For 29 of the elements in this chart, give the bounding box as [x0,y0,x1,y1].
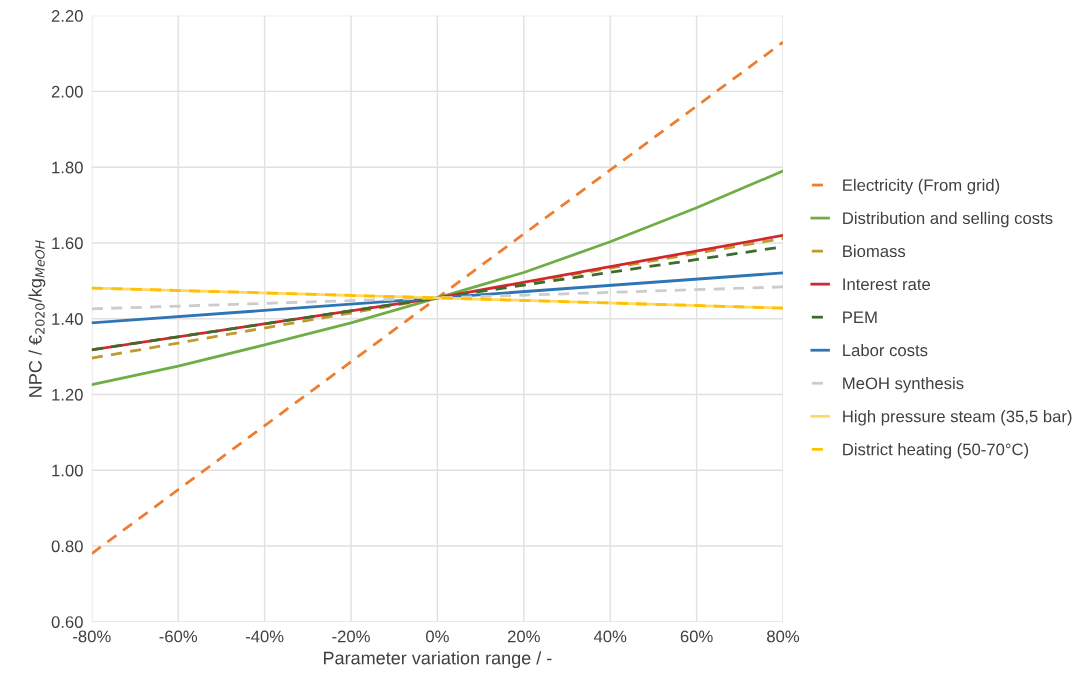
x-tick-label: 0% [426,630,449,643]
legend-label: Labor costs [843,343,928,357]
x-tick-label: -60% [159,630,198,643]
legend-label: District heating (50-70°C) [843,443,1029,459]
y-tick-label: 1.80 [52,161,83,174]
x-tick-label: 80% [767,630,800,643]
legend-label: Interest rate [843,278,931,291]
x-tick-label: 40% [593,630,627,643]
x-tick-label: -40% [245,630,284,643]
y-tick-label: 1.20 [52,388,83,401]
y-axis-title: NPC / €$_{2020}$/kg$_{MeOH}$ [28,240,46,397]
y-tick-label: 2.00 [51,85,83,98]
y-tick-label: 1.00 [52,464,83,477]
y-tick-label: 1.40 [52,313,83,325]
y-tick-label: 0.60 [51,616,83,628]
x-tick-label: -20% [332,630,370,643]
legend-label: Biomass [843,244,906,258]
x-tick-label: 20% [507,630,540,643]
legend-label: PEM [843,311,877,324]
legend-label: Electricity (From grid) [843,178,1000,195]
y-tick-label: 1.60 [52,237,83,250]
x-axis-title: Parameter variation range / - [323,651,552,669]
y-tick-label: 0.80 [51,540,83,553]
legend-label: MeOH synthesis [843,377,964,393]
legend-label: High pressure steam (35,5 bar) [843,410,1072,426]
y-tick-label: 2.20 [51,10,83,22]
legend-label: Distribution and selling costs [843,211,1053,228]
x-tick-label: 60% [680,630,713,643]
x-tick-label: -80% [73,630,111,643]
